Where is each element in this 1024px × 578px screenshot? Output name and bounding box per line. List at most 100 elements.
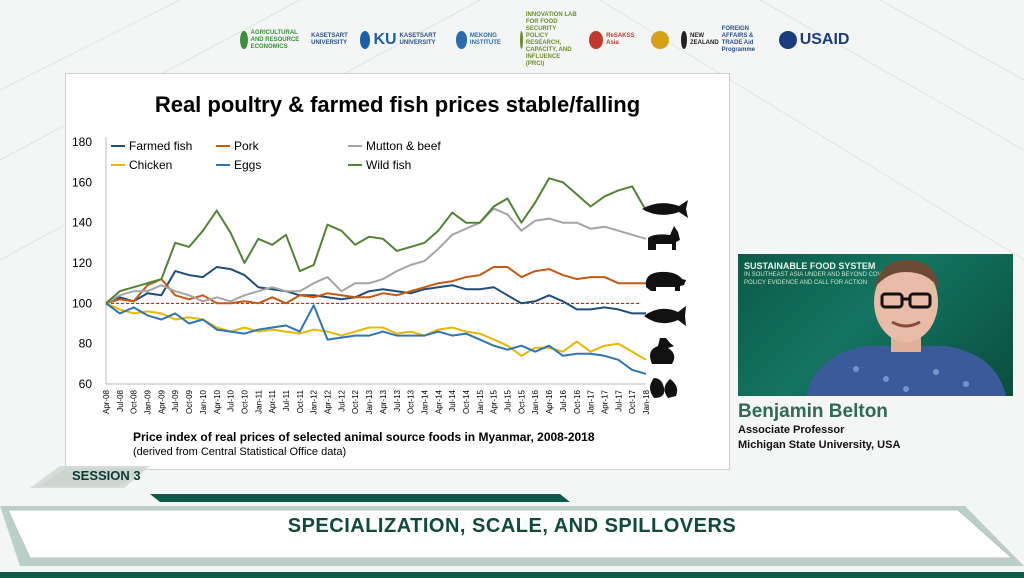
y-tick-label: 160	[72, 175, 92, 189]
video-event-title: SUSTAINABLE FOOD SYSTEM	[744, 261, 876, 271]
x-tick-label: Oct-08	[130, 389, 139, 414]
x-tick-label: Apr-15	[490, 389, 499, 414]
x-tick-label: Jan-14	[420, 389, 429, 414]
x-tick-label: Oct-10	[240, 389, 249, 414]
x-tick-label: Jul-16	[559, 389, 568, 411]
y-tick-label: 80	[79, 337, 93, 351]
x-tick-label: Oct-11	[296, 389, 305, 413]
logo-mark-icon	[650, 31, 669, 49]
legend-label: Farmed fish	[129, 139, 192, 153]
speaker-video: SUSTAINABLE FOOD SYSTEM IN SOUTHEAST ASI…	[738, 254, 1013, 396]
video-event-subtitle: IN SOUTHEAST ASIA UNDER AND BEYOND COVID…	[744, 272, 898, 278]
series-line-farmed-fish	[105, 266, 646, 315]
y-tick-label: 120	[72, 256, 92, 270]
y-tick-label: 100	[72, 296, 92, 310]
eggs-icon	[650, 378, 678, 398]
x-tick-label: Apr-11	[268, 389, 277, 413]
carp-icon	[644, 306, 686, 326]
logo-ku: KU KASETSART UNIVERSITY	[359, 31, 444, 49]
x-tick-label: Jul-12	[337, 389, 346, 411]
x-tick-label: Jan-12	[310, 389, 319, 414]
x-tick-label: Apr-14	[434, 389, 443, 414]
x-tick-label: Jan-09	[144, 389, 153, 414]
x-tick-label: Oct-14	[462, 389, 471, 414]
logo-kasetsart-economics: AGRICULTURAL AND RESOURCE ECONOMICS KASET…	[240, 30, 348, 51]
logo-mark-icon	[680, 31, 687, 49]
logo-seal	[650, 31, 669, 49]
fish-icon	[642, 200, 688, 218]
series-line-pork	[105, 266, 646, 305]
x-tick-label: Jul-11	[282, 389, 291, 411]
goat-icon	[648, 226, 680, 250]
x-tick-label: Apr-13	[379, 389, 388, 414]
x-tick-label: Jul-08	[116, 389, 125, 411]
x-tick-label: Oct-17	[628, 389, 637, 414]
speaker-organization: Michigan State University, USA	[738, 439, 901, 451]
x-tick-label: Apr-10	[213, 389, 222, 414]
logo-text: KU	[373, 31, 397, 48]
logo-new-zealand: NEW ZEALAND FOREIGN AFFAIRS & TRADE Aid P…	[680, 26, 767, 54]
x-tick-label: Jul-10	[227, 389, 236, 411]
logo-mark-icon	[778, 31, 797, 49]
session-label: SESSION 3	[72, 468, 141, 483]
session-banner	[0, 466, 1024, 578]
x-tick-label: Jul-15	[504, 389, 513, 411]
logo-mark-icon	[519, 31, 523, 49]
x-tick-label: Jan-10	[199, 389, 208, 414]
logo-text: AGRICULTURAL AND RESOURCE ECONOMICS	[250, 29, 300, 50]
x-tick-label: Apr-12	[324, 389, 333, 414]
x-tick-label: Oct-15	[517, 389, 526, 414]
legend-label: Eggs	[234, 158, 261, 172]
logo-mark-icon	[589, 31, 604, 49]
logo-text: INNOVATION LAB FOR FOOD SECURITY POLICY …	[525, 12, 577, 67]
series-line-eggs	[105, 302, 647, 375]
logo-mark-icon	[455, 31, 467, 49]
y-tick-label: 140	[72, 216, 92, 230]
x-tick-label: Jan-18	[642, 389, 651, 414]
logo-usaid: USAID	[778, 31, 850, 49]
y-tick-label: 60	[79, 377, 93, 391]
x-tick-label: Apr-16	[545, 389, 554, 414]
slide-title: Real poultry & farmed fish prices stable…	[154, 92, 641, 117]
logo-text: ReSAKSS Asia	[606, 33, 635, 46]
chart-subcaption: (derived from Central Statistical Office…	[133, 446, 347, 458]
x-tick-label: Jul-13	[393, 389, 402, 411]
session-title: SPECIALIZATION, SCALE, AND SPILLOVERS	[287, 515, 737, 537]
x-tick-label: Oct-12	[351, 389, 360, 414]
x-tick-label: Jul-17	[614, 389, 623, 411]
x-tick-label: Jan-11	[254, 389, 263, 413]
x-tick-label: Jan-13	[365, 389, 374, 414]
logo-text: MEKONG INSTITUTE	[469, 33, 501, 46]
logo-subtext: KASETSART UNIVERSITY	[311, 33, 348, 46]
logo-subtext: KASETSART UNIVERSITY	[399, 33, 437, 46]
x-tick-label: Apr-17	[600, 389, 609, 414]
logo-mark-icon	[359, 31, 371, 49]
x-tick-label: Oct-13	[407, 389, 416, 414]
speaker-figure	[806, 259, 1006, 396]
x-tick-label: Oct-16	[573, 389, 582, 414]
y-tick-label: 180	[72, 135, 92, 149]
logo-subtext: FOREIGN AFFAIRS & TRADE Aid Programme	[721, 26, 756, 53]
legend-label: Chicken	[129, 158, 172, 172]
sponsor-logos: AGRICULTURAL AND RESOURCE ECONOMICS KASET…	[240, 12, 849, 67]
series-line-wild-fish	[105, 177, 647, 305]
speaker-role: Associate Professor	[738, 424, 845, 436]
chart-caption: Price index of real prices of selected a…	[133, 430, 595, 444]
logo-mark-icon	[240, 31, 248, 49]
x-tick-label: Jul-14	[448, 389, 457, 411]
legend-label: Wild fish	[366, 158, 411, 172]
x-tick-label: Apr-09	[157, 389, 166, 414]
x-tick-label: Jan-15	[476, 389, 485, 414]
video-event-tagline: POLICY EVIDENCE AND CALL FOR ACTION	[744, 280, 868, 286]
x-tick-label: Oct-09	[185, 389, 194, 414]
pig-icon	[645, 271, 686, 291]
logo-resakss-asia: ReSAKSS Asia	[589, 31, 638, 49]
logo-mekong-institute: MEKONG INSTITUTE	[455, 31, 508, 49]
logo-text: NEW ZEALAND	[689, 33, 719, 46]
x-tick-label: Jan-17	[587, 389, 596, 414]
series-line-mutton-beef	[105, 207, 647, 305]
x-tick-label: Apr-08	[102, 389, 111, 414]
chicken-icon	[650, 338, 675, 364]
logo-text: USAID	[799, 31, 850, 48]
presentation-slide: Real poultry & farmed fish prices stable…	[65, 73, 730, 470]
